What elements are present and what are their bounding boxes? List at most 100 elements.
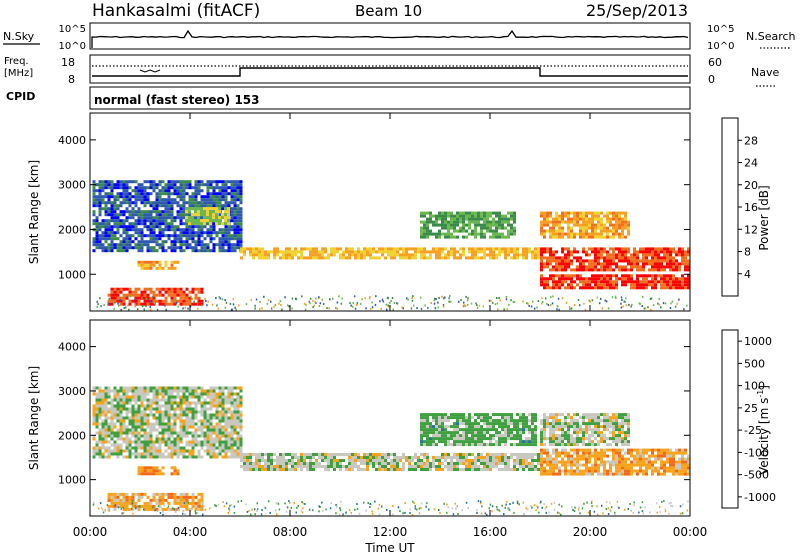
- power-cell-2: [131, 189, 135, 193]
- velocity-cell-1: [348, 465, 351, 468]
- power-cell-6: [636, 283, 639, 287]
- velocity-cell-1: [369, 453, 372, 456]
- power-cell-8: [555, 223, 558, 227]
- velocity-cell-0: [236, 398, 240, 402]
- power-cell-2: [236, 237, 240, 241]
- velocity-cell-1: [432, 459, 435, 462]
- velocity-cell-4: [447, 425, 450, 429]
- velocity-cell-0: [161, 398, 165, 402]
- velocity-cell-0: [170, 413, 174, 417]
- power-cell-2: [137, 222, 141, 226]
- power-cell-2: [116, 249, 120, 253]
- power-cell-8: [585, 223, 588, 227]
- velocity-cell-3: [155, 466, 159, 470]
- power-cell-1: [146, 266, 150, 270]
- velocity-cell-4: [423, 434, 426, 438]
- velocity-cell-2: [125, 498, 129, 502]
- power-cell-2: [98, 240, 102, 244]
- power-cell-2: [191, 231, 195, 235]
- power-cell-0: [179, 287, 183, 291]
- velocity-cell-4: [450, 431, 453, 435]
- velocity-cell-0: [167, 410, 171, 414]
- velocity-cell-1: [471, 465, 474, 468]
- power-cell-3: [495, 247, 498, 251]
- velocity-cell-1: [432, 462, 435, 465]
- velocity-cell-0: [161, 413, 165, 417]
- velocity-cell-0: [188, 422, 192, 426]
- velocity-cell-0: [119, 407, 123, 411]
- power-cell-2: [182, 216, 186, 220]
- power-cell-5: [462, 226, 465, 230]
- velocity-cell-0: [236, 386, 240, 390]
- power-cell-2: [224, 180, 228, 184]
- power-cell-2: [107, 231, 111, 235]
- power-speckle: [442, 305, 445, 308]
- velocity-cell-0: [131, 431, 135, 435]
- power-cell-3: [510, 250, 513, 254]
- power-cell-4: [188, 222, 191, 226]
- power-cell-3: [429, 250, 432, 254]
- power-cell-7: [600, 253, 603, 257]
- velocity-cell-1: [342, 465, 345, 468]
- velocity-cell-3: [173, 472, 177, 476]
- power-cell-7: [678, 262, 681, 266]
- power-cell-7: [597, 256, 600, 260]
- power-cell-3: [345, 256, 348, 260]
- power-cell-2: [200, 204, 204, 208]
- power-cell-2: [173, 237, 177, 241]
- power-cell-2: [131, 201, 135, 205]
- power-cell-6: [654, 283, 657, 287]
- power-cell-2: [194, 216, 198, 220]
- power-speckle: [547, 304, 550, 306]
- velocity-cell-0: [125, 413, 129, 417]
- velocity-cell-1: [276, 465, 279, 468]
- velocity-cell-4: [474, 440, 477, 444]
- velocity-cell-0: [218, 449, 222, 453]
- power-cell-6: [555, 280, 558, 284]
- power-cell-7: [594, 247, 597, 251]
- power-cell-2: [128, 243, 132, 247]
- velocity-cell-0: [104, 434, 108, 438]
- power-cell-2: [233, 228, 237, 232]
- power-cell-6: [666, 277, 669, 281]
- power-cell-5: [483, 220, 486, 224]
- power-cell-3: [519, 253, 522, 257]
- power-cell-7: [567, 247, 570, 251]
- power-cell-2: [95, 198, 99, 202]
- velocity-cell-4: [480, 440, 483, 444]
- power-cell-8: [543, 235, 546, 239]
- power-cell-5: [489, 214, 492, 218]
- power-cell-5: [474, 226, 477, 230]
- power-cell-5: [462, 235, 465, 239]
- power-cell-0: [137, 293, 141, 297]
- power-cell-0: [182, 293, 186, 297]
- power-cell-2: [110, 246, 114, 250]
- velocity-cell-0: [185, 455, 189, 459]
- velocity-cell-4: [459, 419, 462, 423]
- power-cell-8: [600, 235, 603, 239]
- velocity-cell-3: [170, 466, 174, 470]
- velocity-cell-5: [561, 448, 564, 452]
- velocity-cell-0: [143, 410, 147, 414]
- power-cell-7: [585, 253, 588, 257]
- velocity-cell-1: [525, 465, 528, 468]
- power-cell-3: [420, 247, 423, 251]
- power-cell-2: [104, 195, 108, 199]
- power-cell-7: [669, 262, 672, 266]
- power-cell-6: [669, 274, 672, 278]
- power-cell-5: [501, 214, 504, 218]
- power-cell-8: [618, 223, 621, 227]
- velocity-cell-4: [525, 437, 528, 441]
- power-cell-8: [558, 226, 561, 230]
- power-cell-8: [567, 223, 570, 227]
- velocity-cell-1: [255, 462, 258, 465]
- power-cell-6: [627, 280, 630, 284]
- power-cell-2: [239, 231, 243, 235]
- velocity-cell-0: [173, 401, 177, 405]
- velocity-cell-0: [128, 410, 132, 414]
- power-cell-2: [230, 195, 234, 199]
- power-cell-3: [261, 250, 264, 254]
- power-cell-3: [288, 253, 291, 257]
- power-speckle: [537, 300, 540, 303]
- power-cell-4: [203, 219, 206, 223]
